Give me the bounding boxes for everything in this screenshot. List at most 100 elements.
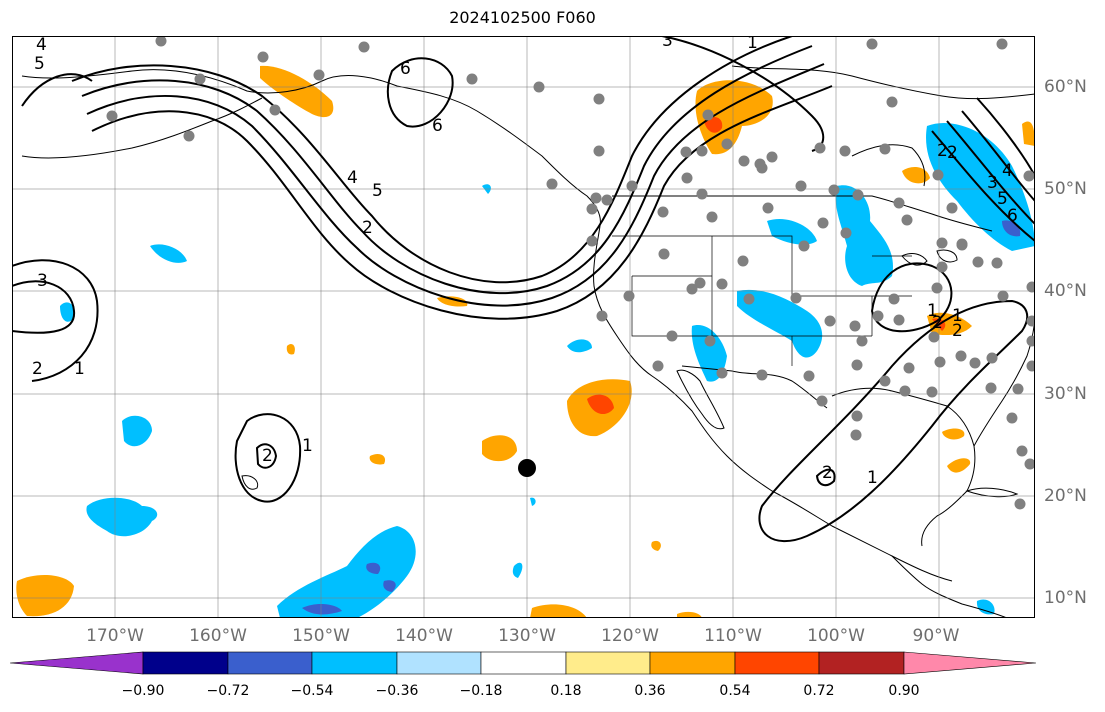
- colorbar-tick-label: 0.18: [550, 683, 582, 699]
- shade-region: [512, 562, 523, 578]
- shade-region: [482, 435, 517, 462]
- lon-label: 90°W: [912, 626, 960, 646]
- station-marker: [743, 293, 755, 305]
- station-marker: [1026, 281, 1035, 293]
- contour-line: [21, 73, 93, 107]
- station-marker: [358, 41, 370, 53]
- colorbar-segment: [396, 651, 482, 675]
- station-marker: [1026, 335, 1035, 347]
- station-marker: [1026, 315, 1035, 327]
- shade-region: [767, 218, 817, 245]
- station-marker: [756, 162, 768, 174]
- contour-label: 2: [262, 446, 273, 466]
- station-marker: [899, 385, 911, 397]
- contour-label: 2: [362, 218, 373, 238]
- station-marker: [866, 38, 878, 50]
- us-canada-border: [612, 195, 993, 232]
- contour-label: 6: [400, 59, 411, 79]
- contour-line: [870, 262, 953, 333]
- station-marker: [828, 184, 840, 196]
- station-marker: [694, 277, 706, 289]
- great-lakes: [901, 249, 958, 266]
- lon-label: 120°W: [601, 626, 659, 646]
- shade-region: [437, 296, 468, 307]
- station-marker: [932, 169, 944, 181]
- station-marker: [681, 172, 693, 184]
- shade-region: [286, 343, 295, 355]
- station-marker: [1026, 360, 1035, 372]
- station-marker: [903, 362, 915, 374]
- map-title: 2024102500 F060: [449, 8, 596, 27]
- shade-region: [1022, 121, 1035, 146]
- contour-label: 1: [747, 36, 758, 53]
- colorbar-segment: [480, 651, 567, 675]
- station-marker: [680, 146, 692, 158]
- station-marker: [817, 217, 829, 229]
- contour-label: 1: [867, 468, 878, 488]
- station-marker: [955, 350, 967, 362]
- station-marker: [991, 257, 1003, 269]
- station-marker: [706, 211, 718, 223]
- station-marker: [956, 239, 968, 251]
- station-marker: [626, 180, 638, 192]
- lat-label: 30°N: [1044, 384, 1087, 404]
- colorbar-tick-label: 0.54: [719, 683, 751, 699]
- shade-region: [691, 325, 727, 382]
- contour-label: 5: [34, 54, 45, 74]
- shade-region: [383, 580, 396, 592]
- shade-region: [530, 604, 587, 618]
- station-marker: [872, 310, 884, 322]
- station-marker: [795, 180, 807, 192]
- station-marker: [737, 255, 749, 267]
- contour-label: 3: [987, 173, 998, 193]
- colorbar-segment: [734, 651, 820, 675]
- contour-line: [931, 130, 1035, 242]
- colorbar-tick-label: 0.72: [803, 683, 835, 699]
- station-marker: [1023, 170, 1035, 182]
- shade-region: [86, 497, 158, 537]
- shade-region: [369, 453, 386, 465]
- contour-lines: [12, 36, 1035, 543]
- station-marker: [931, 282, 943, 294]
- station-marker: [1024, 458, 1035, 470]
- station-marker: [590, 192, 602, 204]
- station-marker: [666, 330, 678, 342]
- east-coast: [973, 310, 1035, 447]
- shade-region: [587, 394, 614, 415]
- station-marker: [546, 178, 558, 190]
- colorbar-segment: [142, 651, 229, 675]
- station-markers: [106, 36, 1035, 510]
- station-marker: [969, 357, 981, 369]
- station-marker: [106, 110, 118, 122]
- station-marker: [936, 237, 948, 249]
- station-marker: [183, 130, 195, 142]
- lat-label: 60°N: [1044, 77, 1087, 97]
- contour-label: 3: [37, 271, 48, 291]
- contour-line: [91, 85, 833, 320]
- station-marker: [886, 96, 898, 108]
- colorbar-segments: [10, 651, 1037, 675]
- shade-region: [927, 312, 972, 336]
- station-marker: [702, 109, 714, 121]
- station-marker: [623, 290, 635, 302]
- station-marker: [936, 261, 948, 273]
- station-marker: [658, 248, 670, 260]
- station-marker: [851, 410, 863, 422]
- lon-label: 150°W: [292, 626, 350, 646]
- colorbar-tick-label: 0.36: [634, 683, 666, 699]
- shade-region: [302, 604, 342, 615]
- contour-line: [86, 63, 825, 307]
- station-marker: [851, 359, 863, 371]
- shade-region: [16, 574, 74, 617]
- shade-region: [976, 599, 995, 615]
- station-marker: [716, 367, 728, 379]
- baja-coast: [676, 369, 725, 430]
- station-marker: [972, 256, 984, 268]
- station-marker: [466, 73, 478, 85]
- alaska-coast: [21, 69, 601, 227]
- station-marker: [901, 214, 913, 226]
- shade-region: [902, 166, 930, 184]
- contour-label: 3: [662, 36, 673, 51]
- lon-label: 110°W: [704, 626, 762, 646]
- contour-line: [961, 110, 1035, 202]
